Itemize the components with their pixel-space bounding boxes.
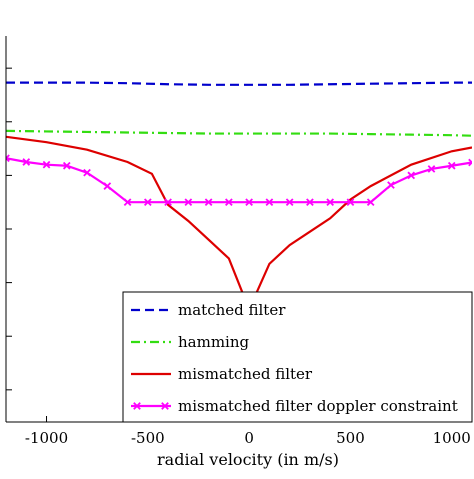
marker-stroke xyxy=(143,198,152,207)
marker-stroke xyxy=(326,198,335,207)
data-point xyxy=(225,198,233,207)
data-point xyxy=(123,198,132,207)
marker-stroke xyxy=(407,171,416,180)
marker-stroke xyxy=(164,198,172,207)
marker-stroke xyxy=(133,402,141,410)
data-point xyxy=(6,154,10,163)
series-1 xyxy=(6,81,472,86)
marker-stroke xyxy=(83,168,91,177)
x-tick-label: -1000 xyxy=(25,429,68,447)
data-point xyxy=(184,198,193,207)
data-point xyxy=(366,198,375,207)
data-point xyxy=(83,168,91,177)
data-point xyxy=(447,161,456,170)
marker-stroke xyxy=(22,158,31,166)
data-point xyxy=(326,198,335,207)
series-line xyxy=(6,135,472,313)
x-tick-label: 500 xyxy=(336,429,365,447)
marker-stroke xyxy=(387,181,395,189)
legend-label: mismatched filter doppler constraint xyxy=(178,397,458,415)
marker-stroke xyxy=(6,156,10,163)
data-point xyxy=(143,198,152,207)
marker-stroke xyxy=(245,198,253,207)
marker-stroke xyxy=(225,198,233,207)
data-point xyxy=(204,198,213,207)
series-3 xyxy=(6,135,472,313)
legend-item-3: mismatched filter xyxy=(131,365,313,383)
legend-marker xyxy=(133,402,141,410)
data-point xyxy=(285,198,294,207)
marker-stroke xyxy=(204,198,213,207)
marker-stroke xyxy=(265,198,274,207)
data-point xyxy=(306,198,314,207)
marker-stroke xyxy=(366,198,375,207)
marker-stroke xyxy=(285,198,294,207)
series-line xyxy=(6,129,472,137)
marker-stroke xyxy=(427,165,436,173)
legend: matched filter hamming mismatched filter mi… xyxy=(122,291,473,423)
data-point xyxy=(265,198,274,207)
legend-items: matched filter hamming mismatched filter mi… xyxy=(131,301,458,415)
legend-label: matched filter xyxy=(178,301,286,319)
marker-stroke xyxy=(103,182,112,190)
data-point xyxy=(103,182,112,190)
data-point xyxy=(346,198,355,207)
marker-stroke xyxy=(447,161,456,170)
legend-box xyxy=(122,291,473,423)
legend-item-1: matched filter xyxy=(131,301,286,319)
marker-stroke xyxy=(306,198,314,207)
x-tick-label: -500 xyxy=(131,429,165,447)
series-line xyxy=(6,157,472,204)
marker-stroke xyxy=(161,402,169,410)
marker-stroke xyxy=(42,160,51,169)
x-axis-label: radial velocity (in m/s) xyxy=(157,450,339,469)
series-layer xyxy=(6,81,472,313)
series-4 xyxy=(6,154,472,207)
data-point xyxy=(22,158,31,166)
marker-stroke xyxy=(468,161,472,167)
ticks-layer: -1000 -500 0 500 1000 xyxy=(6,67,471,447)
data-point xyxy=(407,171,416,180)
data-point xyxy=(42,160,51,169)
marker-stroke xyxy=(123,198,132,207)
x-tick-label: 0 xyxy=(244,429,254,447)
legend-marker xyxy=(161,402,169,410)
data-point xyxy=(468,158,472,167)
marker-stroke xyxy=(184,198,193,207)
marker-stroke xyxy=(62,161,71,170)
series-line xyxy=(6,81,472,86)
legend-item-2: hamming xyxy=(131,333,250,351)
marker-stroke xyxy=(6,154,10,160)
legend-item-4: mismatched filter doppler constraint xyxy=(131,397,458,415)
data-point xyxy=(62,161,71,170)
marker-stroke xyxy=(346,198,355,207)
data-point xyxy=(245,198,253,207)
data-point xyxy=(164,198,172,207)
series-2 xyxy=(6,129,472,137)
legend-label: hamming xyxy=(178,333,250,351)
x-tick-label: 1000 xyxy=(433,429,471,447)
legend-label: mismatched filter xyxy=(178,365,313,383)
marker-stroke xyxy=(468,158,472,164)
data-point xyxy=(427,165,436,173)
data-point xyxy=(387,181,395,189)
